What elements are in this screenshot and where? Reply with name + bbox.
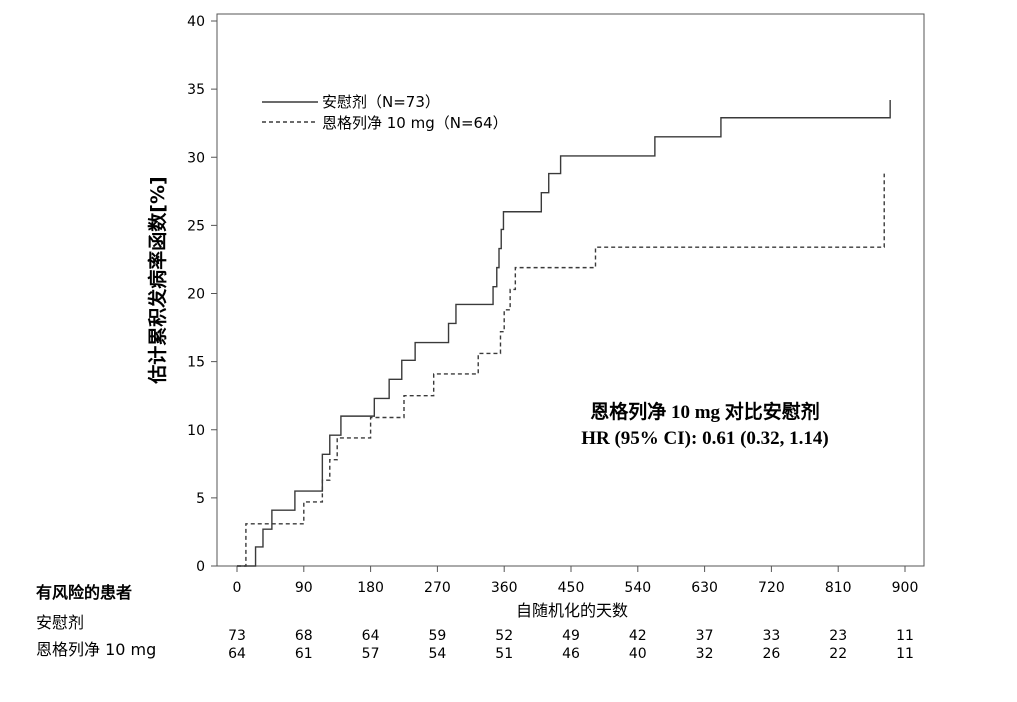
y-tick-label: 25 — [187, 218, 205, 234]
y-tick-label: 10 — [187, 423, 205, 439]
x-tick-label: 180 — [357, 580, 384, 596]
risk-table-cell: 68 — [295, 628, 313, 644]
legend-label-empagliflozin: 恩格列净 10 mg（N=64） — [322, 114, 508, 132]
risk-table-cell: 40 — [629, 646, 647, 662]
y-tick-label: 5 — [196, 491, 205, 507]
risk-table-cell: 64 — [362, 628, 380, 644]
legend: 安慰剂（N=73） 恩格列净 10 mg（N=64） — [262, 93, 508, 132]
risk-table-cell: 51 — [495, 646, 513, 662]
y-tick-label: 0 — [196, 559, 205, 575]
risk-table-cell: 64 — [228, 646, 246, 662]
x-axis-label: 自随机化的天数 — [516, 601, 628, 620]
risk-table-cell: 61 — [295, 646, 313, 662]
x-tick-label: 90 — [295, 580, 313, 596]
risk-table-cell: 22 — [829, 646, 847, 662]
annotation-comparison: 恩格列净 10 mg 对比安慰剂 — [590, 400, 820, 423]
x-axis: 0 90 180 270 360 450 540 630 720 810 900 — [233, 566, 919, 596]
x-tick-label: 900 — [892, 580, 919, 596]
x-tick-label: 810 — [825, 580, 852, 596]
risk-table-cell: 59 — [428, 628, 446, 644]
x-tick-label: 720 — [758, 580, 785, 596]
risk-table-cell: 26 — [762, 646, 780, 662]
risk-table-cell: 54 — [428, 646, 446, 662]
series-line-placebo — [237, 100, 891, 567]
x-tick-label: 630 — [691, 580, 718, 596]
risk-table-cell: 32 — [696, 646, 714, 662]
risk-table-cell: 11 — [896, 628, 914, 644]
risk-row-label-empagliflozin: 恩格列净 10 mg — [36, 640, 156, 659]
risk-table-cell: 49 — [562, 628, 580, 644]
y-axis: 0 5 10 15 20 25 30 35 40 — [187, 14, 217, 575]
risk-table-cell: 73 — [228, 628, 246, 644]
series-group — [237, 100, 891, 567]
risk-table-values: 73 68 64 59 52 49 42 37 33 23 11 64 61 57 54 51 46 40 32 26… — [228, 628, 914, 662]
risk-table-cell: 23 — [829, 628, 847, 644]
y-tick-label: 20 — [187, 287, 205, 303]
x-tick-label: 450 — [558, 580, 585, 596]
x-tick-label: 360 — [491, 580, 518, 596]
x-tick-label: 270 — [424, 580, 451, 596]
risk-table-cell: 42 — [629, 628, 647, 644]
y-axis-label: 估计累积发病率函数[%] — [146, 176, 169, 384]
x-tick-label: 540 — [624, 580, 651, 596]
risk-table-cell: 11 — [896, 646, 914, 662]
annotation-hazard-ratio: HR (95% CI): 0.61 (0.32, 1.14) — [581, 428, 829, 449]
risk-table-cell: 57 — [362, 646, 380, 662]
legend-label-placebo: 安慰剂（N=73） — [322, 93, 440, 111]
risk-table-cell: 33 — [762, 628, 780, 644]
risk-table-cell: 37 — [696, 628, 714, 644]
risk-table-cell: 46 — [562, 646, 580, 662]
y-tick-label: 40 — [187, 14, 205, 30]
risk-table-cell: 52 — [495, 628, 513, 644]
y-tick-label: 35 — [187, 82, 205, 98]
series-line-empagliflozin — [237, 173, 885, 567]
y-tick-label: 15 — [187, 355, 205, 371]
risk-table-title: 有风险的患者 — [36, 583, 132, 602]
y-tick-label: 30 — [187, 150, 205, 166]
risk-row-label-placebo: 安慰剂 — [36, 613, 84, 632]
x-tick-label: 0 — [233, 580, 242, 596]
